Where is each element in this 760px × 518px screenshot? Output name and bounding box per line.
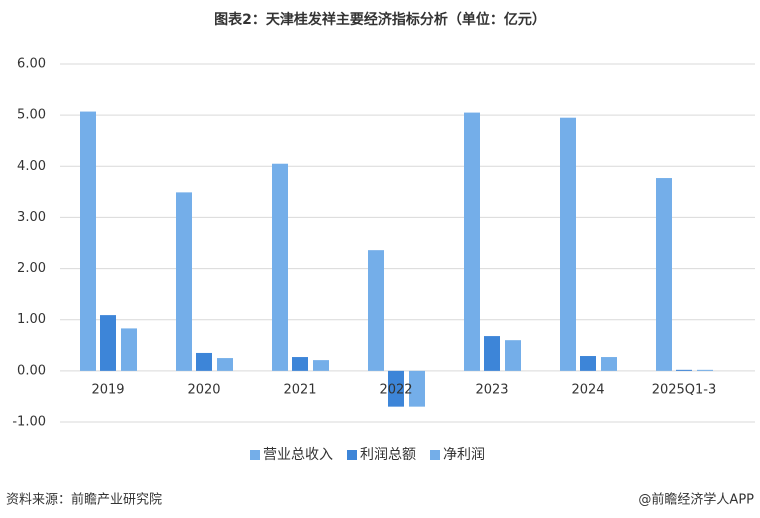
- y-tick-label: 0.00: [17, 363, 46, 378]
- legend-label: 利润总额: [360, 447, 416, 463]
- bar: [464, 112, 480, 371]
- bar: [697, 369, 713, 371]
- y-tick-label: 2.00: [17, 261, 46, 276]
- legend-label: 营业总收入: [263, 447, 333, 463]
- bar: [580, 356, 596, 371]
- bar: [505, 340, 521, 371]
- x-tick-label: 2020: [187, 383, 220, 398]
- y-tick-label: -1.00: [12, 415, 46, 430]
- bar: [217, 358, 233, 371]
- y-tick-label: 5.00: [17, 108, 46, 123]
- bar: [100, 315, 116, 371]
- bar: [656, 178, 672, 371]
- bar: [601, 357, 617, 371]
- x-tick-label: 2021: [283, 383, 316, 398]
- y-tick-label: 6.00: [17, 57, 46, 72]
- y-tick-label: 3.00: [17, 210, 46, 225]
- x-tick-label: 2022: [379, 383, 412, 398]
- bar: [121, 328, 137, 371]
- x-tick-label: 2023: [475, 383, 508, 398]
- bar: [560, 117, 576, 371]
- bar: [388, 370, 404, 407]
- legend-swatch: [347, 450, 357, 460]
- bar: [272, 163, 288, 371]
- credit: @前瞻经济学人APP: [638, 492, 754, 508]
- source: 资料来源：前瞻产业研究院: [6, 492, 162, 508]
- y-tick-label: 1.00: [17, 312, 46, 327]
- x-tick-label: 2019: [91, 383, 124, 398]
- bar: [484, 336, 500, 371]
- bar: [676, 369, 692, 371]
- legend-swatch: [250, 450, 260, 460]
- chart-title: 图表2：天津桂发祥主要经济指标分析（单位：亿元）: [214, 11, 546, 28]
- legend-label: 净利润: [443, 447, 485, 463]
- bar: [409, 370, 425, 407]
- x-tick-label: 2024: [571, 383, 604, 398]
- bar: [196, 352, 212, 371]
- y-tick-label: 4.00: [17, 159, 46, 174]
- legend-swatch: [430, 450, 440, 460]
- bar: [313, 360, 329, 371]
- bar: [176, 192, 192, 371]
- x-tick-label: 2025Q1-3: [652, 383, 717, 398]
- bar: [368, 250, 384, 371]
- bar: [292, 357, 308, 371]
- bar: [80, 111, 96, 371]
